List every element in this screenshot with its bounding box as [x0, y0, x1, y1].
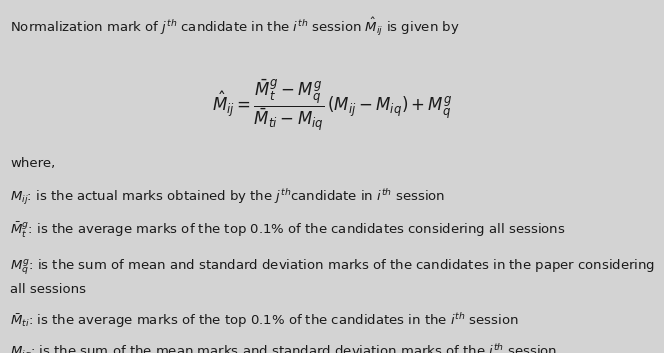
Text: where,: where,	[10, 157, 55, 170]
Text: $\bar{M}_{t}^{g}$: is the average marks of the top 0.1% of the candidates consid: $\bar{M}_{t}^{g}$: is the average marks …	[10, 221, 566, 240]
Text: $\bar{M}_{ti}$: is the average marks of the top 0.1% of the candidates in the $i: $\bar{M}_{ti}$: is the average marks of …	[10, 311, 519, 330]
Text: Normalization mark of $j^{th}$ candidate in the $i^{th}$ session $\hat{M}_{ij}$ : Normalization mark of $j^{th}$ candidate…	[10, 16, 459, 38]
Text: $M_{iq}$: is the sum of the mean marks and standard deviation marks of the $i^{t: $M_{iq}$: is the sum of the mean marks a…	[10, 342, 561, 353]
Text: $M_{ij}$: is the actual marks obtained by the $j^{th}$candidate in $i^{th}$ sess: $M_{ij}$: is the actual marks obtained b…	[10, 187, 446, 207]
Text: $M_{q}^{g}$: is the sum of mean and standard deviation marks of the candidates i: $M_{q}^{g}$: is the sum of mean and stan…	[10, 258, 655, 296]
Text: $\hat{M}_{ij} = \dfrac{\bar{M}_{t}^{g} - M_{q}^{g}}{\bar{M}_{ti} - M_{iq}}\,(M_{: $\hat{M}_{ij} = \dfrac{\bar{M}_{t}^{g} -…	[212, 78, 452, 134]
